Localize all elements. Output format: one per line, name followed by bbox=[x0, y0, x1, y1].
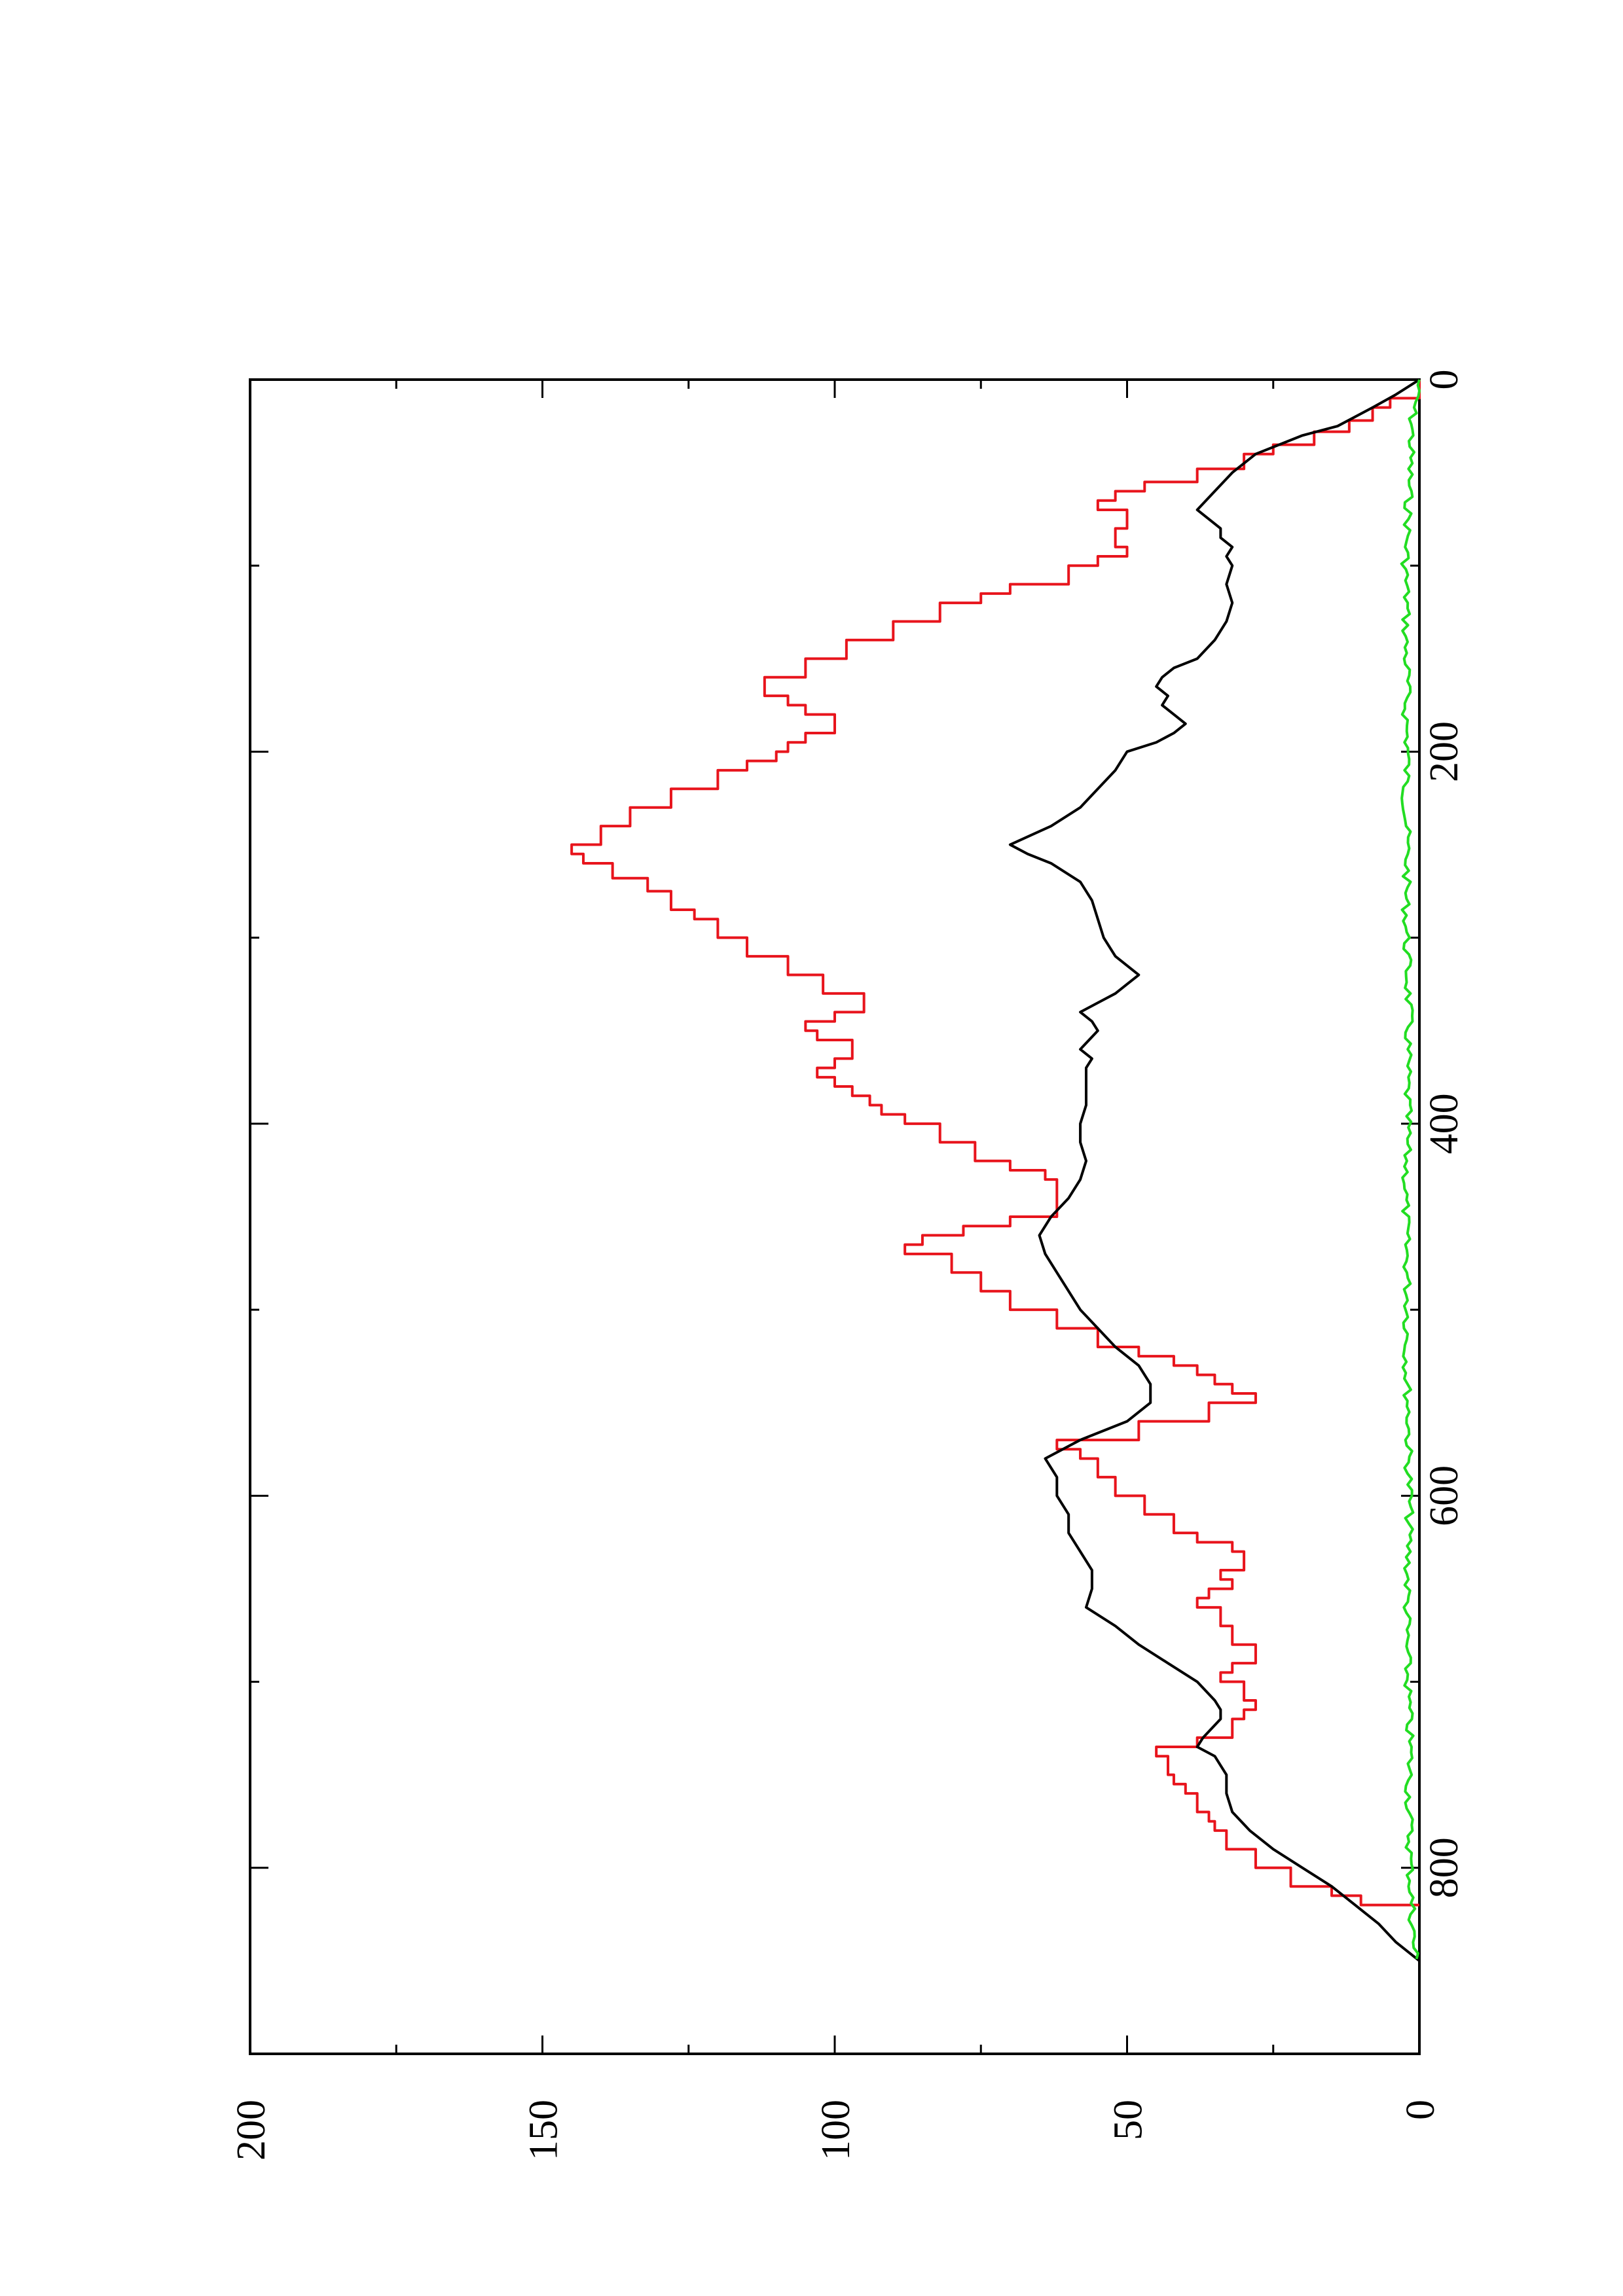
ticks bbox=[249, 378, 1421, 2054]
x-tick-label: 400 bbox=[1422, 1093, 1467, 1154]
y-tick-label: 0 bbox=[1398, 2100, 1443, 2120]
series-line-1 bbox=[570, 380, 1421, 1907]
series-line-3 bbox=[1400, 379, 1421, 1960]
series-layer bbox=[570, 378, 1421, 1962]
y-tick-label: 100 bbox=[814, 2100, 858, 2161]
y-tick-label: 50 bbox=[1106, 2100, 1151, 2140]
series-line-2 bbox=[1008, 378, 1421, 1962]
y-tick-label: 200 bbox=[229, 2100, 274, 2161]
y-tick-label: 150 bbox=[522, 2100, 566, 2161]
plot-frame bbox=[249, 378, 1421, 2055]
x-tick-label: 800 bbox=[1422, 1837, 1467, 1898]
tick-labels: 0 200 400 600 800 0 50 100 150 200 bbox=[229, 370, 1467, 2161]
x-tick-label: 600 bbox=[1422, 1465, 1467, 1526]
x-tick-label: 200 bbox=[1422, 721, 1467, 782]
x-tick-label: 0 bbox=[1422, 370, 1467, 390]
